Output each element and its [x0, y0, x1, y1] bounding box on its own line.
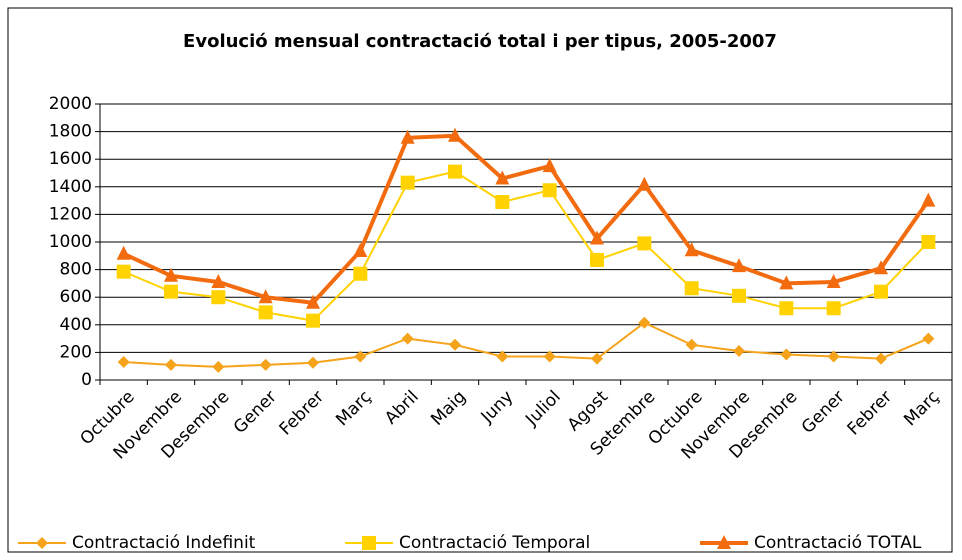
y-tick-label: 1600 [49, 149, 92, 169]
point [259, 358, 272, 371]
point [922, 332, 935, 345]
point [401, 332, 414, 345]
point [543, 350, 556, 363]
point [826, 301, 841, 316]
point [449, 338, 461, 351]
y-tick-label: 200 [60, 342, 92, 362]
point [258, 289, 273, 304]
point [211, 290, 226, 305]
point [353, 266, 368, 281]
point [684, 281, 699, 296]
point [353, 242, 368, 257]
point [732, 288, 746, 303]
point [36, 537, 48, 549]
point [827, 350, 840, 363]
point [637, 176, 652, 191]
point [165, 358, 177, 371]
point [733, 345, 745, 358]
y-tick-label: 1000 [49, 232, 92, 252]
chart-frame [7, 7, 953, 553]
y-tick-label: 600 [60, 287, 92, 307]
series-line [123, 170, 930, 322]
point [874, 284, 888, 299]
point [448, 164, 462, 179]
point [685, 338, 698, 351]
point [638, 316, 651, 329]
point [717, 535, 731, 549]
legend-label: Contractació Temporal [399, 533, 590, 553]
y-tick-label: 0 [81, 370, 92, 390]
y-tick-label: 800 [60, 260, 92, 280]
chart-title: Evolució mensual contractació total i pe… [183, 31, 777, 52]
y-tick-label: 1800 [49, 122, 92, 142]
point [542, 158, 557, 173]
point [732, 258, 746, 273]
point [211, 274, 226, 289]
point [258, 305, 273, 320]
point [362, 536, 376, 550]
point [591, 352, 603, 365]
point [590, 230, 604, 245]
y-tick-label: 400 [60, 315, 92, 335]
point [875, 352, 887, 365]
legend-label: Contractació Indefinit [72, 533, 256, 553]
point [354, 350, 367, 363]
point [116, 264, 131, 279]
point [779, 301, 794, 316]
point [400, 175, 415, 190]
legend-label: Contractació TOTAL [754, 533, 922, 553]
point [590, 252, 604, 267]
point [448, 127, 462, 142]
point [826, 274, 841, 289]
point [495, 170, 510, 185]
point [542, 183, 557, 198]
point [212, 360, 225, 373]
point [780, 348, 793, 361]
point [495, 194, 510, 209]
point [307, 356, 319, 369]
point [874, 260, 888, 275]
point [637, 236, 652, 251]
series-line [122, 133, 930, 305]
y-tick-label: 2000 [49, 94, 92, 114]
point [306, 294, 320, 309]
point [400, 129, 415, 144]
point [117, 356, 130, 369]
point [306, 313, 320, 328]
y-tick-label: 1400 [49, 177, 92, 197]
series-line [123, 321, 929, 368]
point [684, 242, 699, 257]
point [164, 284, 178, 299]
point [116, 245, 131, 260]
point [496, 350, 509, 363]
point [164, 267, 178, 282]
point [921, 192, 936, 207]
point [921, 235, 936, 249]
point [779, 275, 794, 290]
y-tick-label: 1200 [49, 204, 92, 224]
